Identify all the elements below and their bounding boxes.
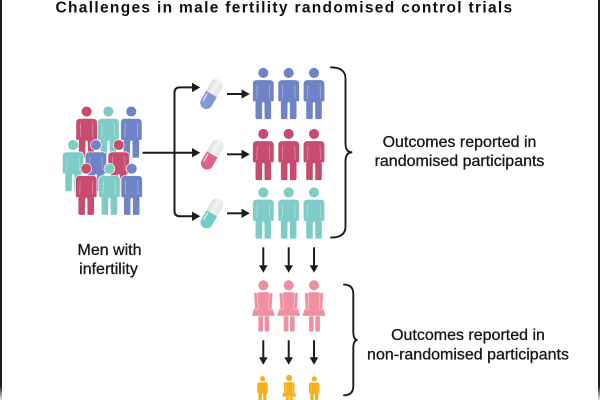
svg-text:Outcomes reported in: Outcomes reported in xyxy=(391,327,545,344)
svg-text:infertility: infertility xyxy=(79,261,138,278)
svg-text:Challenges in male fertility r: Challenges in male fertility randomised … xyxy=(55,0,513,17)
svg-text:Outcomes reported in: Outcomes reported in xyxy=(383,134,537,151)
svg-text:Men with: Men with xyxy=(77,242,141,259)
svg-text:non-randomised participants: non-randomised participants xyxy=(367,347,569,364)
svg-text:randomised participants: randomised participants xyxy=(375,153,545,170)
